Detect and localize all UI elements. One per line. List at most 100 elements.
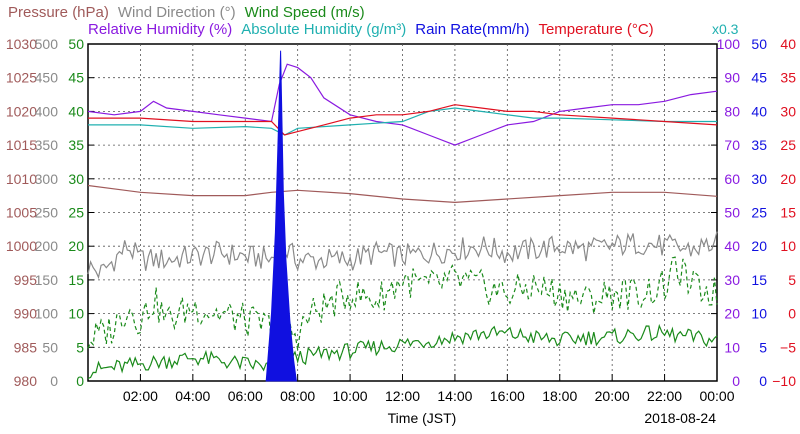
- temperature-tick-1: −5: [780, 339, 796, 355]
- temperature-tick-5: 15: [780, 205, 796, 221]
- wind_speed-tick-2: 10: [68, 306, 84, 322]
- temperature-tick-8: 30: [780, 103, 796, 119]
- temperature-tick-6: 20: [780, 171, 796, 187]
- wind_speed-tick-0: 0: [76, 373, 84, 389]
- wind_speed-tick-1: 5: [76, 339, 84, 355]
- legend-title-1-3: Temperature (°C): [538, 21, 653, 38]
- pressure-tick-4: 1000: [6, 238, 37, 254]
- pressure-tick-3: 995: [14, 272, 38, 288]
- humidity-tick-9: 90: [724, 70, 740, 86]
- wind_direction-tick-10: 500: [35, 36, 59, 52]
- grid: [88, 43, 717, 382]
- rain_rate-tick-6: 30: [751, 171, 767, 187]
- multiplier-label: x0.3: [712, 21, 739, 37]
- humidity-tick-1: 10: [724, 339, 740, 355]
- series-wind_speed_gust: [87, 256, 718, 350]
- x-tick-10: 22:00: [647, 388, 682, 404]
- rain_rate-tick-2: 10: [751, 306, 767, 322]
- right-axes: 0 10 20 30 40 50 60 70 80 90 100 0 5 10 15 20 25 30 35 40 45…: [717, 36, 797, 389]
- wind_direction-tick-1: 50: [42, 339, 58, 355]
- humidity-tick-0: 0: [732, 373, 740, 389]
- rain_rate-tick-3: 15: [751, 272, 767, 288]
- x-tick-7: 16:00: [490, 388, 525, 404]
- series-wind_speed_avg: [87, 323, 718, 380]
- temperature-tick-9: 35: [780, 70, 796, 86]
- series: [87, 50, 718, 382]
- temperature-tick-4: 10: [780, 238, 796, 254]
- pressure-tick-10: 1030: [6, 36, 37, 52]
- x-tick-5: 12:00: [385, 388, 420, 404]
- x-axis-label: Time (JST): [388, 410, 457, 426]
- title-row-1: Pressure (hPa) Wind Direction (°) Wind Spe…: [8, 4, 365, 21]
- pressure-tick-2: 990: [14, 306, 38, 322]
- wind_direction-tick-5: 250: [35, 205, 59, 221]
- wind_speed-tick-9: 45: [68, 70, 84, 86]
- x-tick-9: 20:00: [595, 388, 630, 404]
- x-tick-1: 04:00: [175, 388, 210, 404]
- wind_direction-tick-6: 300: [35, 171, 59, 187]
- rain_rate-tick-9: 45: [751, 70, 767, 86]
- humidity-tick-10: 100: [717, 36, 741, 52]
- x-tick-2: 06:00: [228, 388, 263, 404]
- legend-title-0-1: Wind Direction (°): [118, 4, 236, 21]
- humidity-tick-7: 70: [724, 137, 740, 153]
- left-axes: 9809859909951000100510101015102010251030…: [6, 36, 84, 389]
- x-tick-3: 08:00: [280, 388, 315, 404]
- title-row-2: Relative Humidity (%) Absolute Humidity (…: [88, 21, 654, 38]
- pressure-tick-1: 985: [14, 339, 38, 355]
- pressure-tick-0: 980: [14, 373, 38, 389]
- series-absolute_humidity: [88, 107, 717, 136]
- series-pressure: [87, 184, 718, 204]
- wind_direction-tick-9: 450: [35, 70, 59, 86]
- wind_direction-tick-3: 150: [35, 272, 59, 288]
- series-wind_direction: [87, 231, 718, 280]
- pressure-tick-8: 1020: [6, 103, 37, 119]
- wind_speed-tick-3: 15: [68, 272, 84, 288]
- wind_speed-tick-4: 20: [68, 238, 84, 254]
- wind_direction-tick-8: 400: [35, 103, 59, 119]
- humidity-tick-2: 20: [724, 306, 740, 322]
- wind_speed-tick-5: 25: [68, 205, 84, 221]
- series-relative_humidity: [87, 63, 718, 146]
- series-temperature: [88, 104, 718, 136]
- temperature-tick-2: 0: [788, 306, 796, 322]
- wind_speed-tick-6: 30: [68, 171, 84, 187]
- temperature-tick-3: 5: [788, 272, 796, 288]
- humidity-tick-6: 60: [724, 171, 740, 187]
- wind_direction-tick-4: 200: [35, 238, 59, 254]
- humidity-tick-4: 40: [724, 238, 740, 254]
- humidity-tick-8: 80: [724, 103, 740, 119]
- rain_rate-tick-5: 25: [751, 205, 767, 221]
- pressure-tick-5: 1005: [6, 205, 37, 221]
- wind_speed-tick-8: 40: [68, 103, 84, 119]
- legend-title-0-0: Pressure (hPa): [8, 4, 109, 21]
- x-tick-0: 02:00: [123, 388, 158, 404]
- legend-title-1-1: Absolute Humidity (g/m³): [241, 21, 406, 38]
- date-label: 2018-08-24: [644, 410, 716, 426]
- temperature-tick-7: 25: [780, 137, 796, 153]
- rain_rate-tick-10: 50: [751, 36, 767, 52]
- temperature-tick-10: 40: [780, 36, 796, 52]
- pressure-tick-7: 1015: [6, 137, 37, 153]
- x-tick-6: 14:00: [437, 388, 472, 404]
- x-tick-4: 10:00: [333, 388, 368, 404]
- rain_rate-tick-8: 40: [751, 103, 767, 119]
- x-tick-8: 18:00: [542, 388, 577, 404]
- wind_direction-tick-7: 350: [35, 137, 59, 153]
- rain_rate-tick-7: 35: [751, 137, 767, 153]
- legend-title-1-2: Rain Rate(mm/h): [415, 21, 529, 38]
- x-axis-ticks: 02:00 04:00 06:00 08:00 10:00 12:00 14:00 16:00…: [123, 374, 735, 404]
- wind_direction-tick-2: 100: [35, 306, 59, 322]
- wind_speed-tick-10: 50: [68, 36, 84, 52]
- rain_rate-tick-1: 5: [759, 339, 767, 355]
- pressure-tick-6: 1010: [6, 171, 37, 187]
- rain_rate-tick-4: 20: [751, 238, 767, 254]
- temperature-tick-0: −10: [772, 373, 796, 389]
- legend-title-1-0: Relative Humidity (%): [88, 21, 232, 38]
- wind_speed-tick-7: 35: [68, 137, 84, 153]
- pressure-tick-9: 1025: [6, 70, 37, 86]
- wind_direction-tick-0: 0: [50, 373, 58, 389]
- legend-title-0-2: Wind Speed (m/s): [245, 4, 365, 21]
- series-rain_rate: [265, 50, 297, 382]
